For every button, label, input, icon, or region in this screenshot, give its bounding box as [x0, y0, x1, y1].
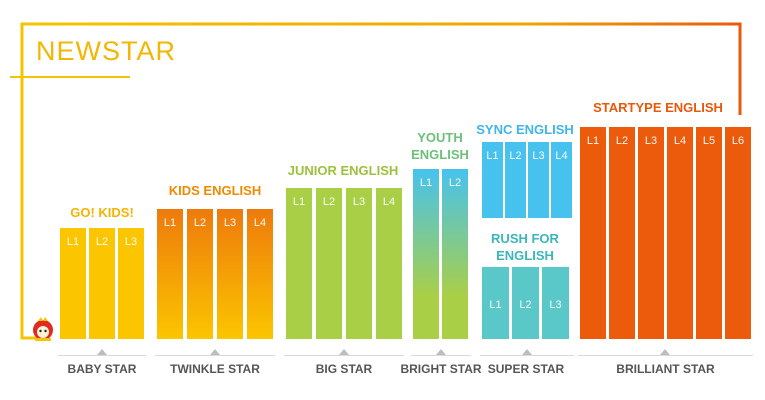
level-label: L1 [489, 299, 502, 311]
level-bar[interactable]: L1 [482, 142, 503, 218]
level-bar[interactable]: L4 [667, 127, 693, 339]
level-label: L4 [673, 135, 687, 147]
category-underline [480, 355, 574, 356]
level-label: L1 [486, 150, 499, 162]
level-label: L2 [615, 135, 629, 147]
level-bar[interactable]: L3 [542, 267, 569, 339]
group-title-youth-english: YOUTH ENGLISH [411, 130, 469, 162]
category-bright-star: BRIGHT STAR [400, 362, 482, 376]
level-label: L1 [586, 135, 600, 147]
category-brilliant-star: BRILLIANT STAR [616, 362, 715, 376]
category-baby-star: BABY STAR [67, 362, 137, 376]
category-underline [58, 355, 146, 356]
mascot-icon [33, 317, 53, 341]
level-label: L6 [731, 135, 745, 147]
category-super-star: SUPER STAR [487, 362, 565, 376]
category-underline [284, 355, 404, 356]
level-label: L3 [532, 150, 545, 162]
level-label: L3 [352, 196, 366, 208]
level-bar[interactable]: L4 [376, 188, 402, 339]
level-label: L3 [644, 135, 658, 147]
level-bar[interactable]: L1 [580, 127, 606, 339]
level-bar[interactable]: L1 [413, 169, 439, 339]
level-label: L2 [193, 217, 207, 229]
level-bar[interactable]: L3 [638, 127, 664, 339]
level-label: L2 [95, 236, 109, 248]
category-underline [411, 355, 471, 356]
level-label: L1 [163, 217, 177, 229]
level-bar[interactable]: L1 [157, 209, 183, 339]
level-label: L2 [448, 177, 462, 189]
level-label: L1 [66, 236, 80, 248]
level-bar[interactable]: L1 [60, 228, 86, 339]
triangle-marker-icon [436, 349, 446, 355]
level-bar[interactable]: L2 [187, 209, 213, 339]
level-bar[interactable]: L2 [442, 169, 468, 339]
category-underline [578, 355, 753, 356]
level-label: L3 [223, 217, 237, 229]
level-bar[interactable]: L4 [247, 209, 273, 339]
triangle-marker-icon [522, 349, 532, 355]
page-title: NEWSTAR [36, 36, 176, 66]
group-title-kids-english: KIDS ENGLISH [168, 183, 262, 198]
level-bar[interactable]: L4 [551, 142, 572, 218]
group-title-startype-english: STARTYPE ENGLISH [593, 100, 723, 115]
level-bar[interactable]: L1 [286, 188, 312, 339]
level-label: L2 [322, 196, 336, 208]
level-label: L4 [555, 150, 568, 162]
level-label: L4 [253, 217, 267, 229]
category-underline [155, 355, 275, 356]
level-bar[interactable]: L2 [89, 228, 115, 339]
level-bar[interactable]: L3 [217, 209, 243, 339]
level-label: L1 [292, 196, 306, 208]
triangle-marker-icon [660, 349, 670, 355]
level-bar[interactable]: L2 [316, 188, 342, 339]
triangle-marker-icon [339, 349, 349, 355]
level-label: L2 [519, 299, 532, 311]
group-title-rush-for-english: RUSH FOR ENGLISH [491, 231, 559, 263]
level-bar[interactable]: L3 [346, 188, 372, 339]
category-twinkle-star: TWINKLE STAR [170, 362, 260, 376]
group-title-junior-english: JUNIOR ENGLISH [287, 163, 399, 178]
level-bar[interactable]: L3 [528, 142, 549, 218]
level-bar[interactable]: L6 [725, 127, 751, 339]
group-title-go-kids: GO! KIDS! [70, 205, 134, 220]
level-label: L5 [702, 135, 716, 147]
level-bar[interactable]: L2 [512, 267, 539, 339]
level-label: L3 [124, 236, 138, 248]
level-bar[interactable]: L1 [482, 267, 509, 339]
group-title-sync-english: SYNC ENGLISH [476, 122, 574, 137]
level-bar[interactable]: L3 [118, 228, 144, 339]
level-label: L3 [549, 299, 562, 311]
level-label: L4 [382, 196, 396, 208]
level-label: L1 [419, 177, 433, 189]
level-bar[interactable]: L5 [696, 127, 722, 339]
level-label: L2 [509, 150, 522, 162]
level-bar[interactable]: L2 [505, 142, 526, 218]
level-bar[interactable]: L2 [609, 127, 635, 339]
triangle-marker-icon [97, 349, 107, 355]
triangle-marker-icon [210, 349, 220, 355]
category-big-star: BIG STAR [315, 362, 373, 376]
